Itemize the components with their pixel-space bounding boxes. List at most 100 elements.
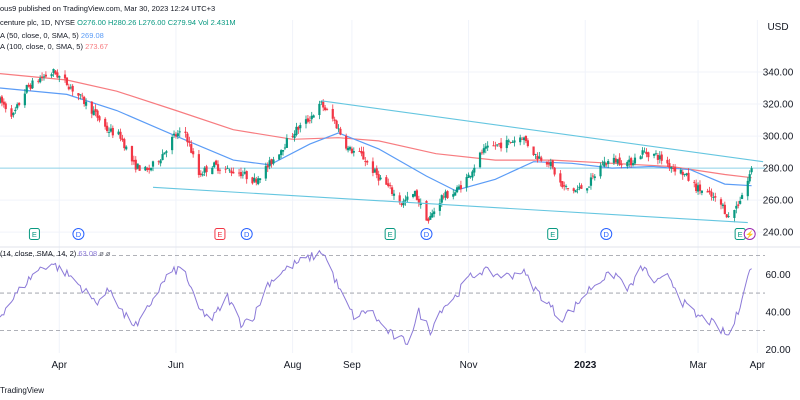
candle[interactable] xyxy=(547,160,550,168)
candle[interactable] xyxy=(427,217,430,224)
candle[interactable] xyxy=(241,170,244,179)
candle[interactable] xyxy=(172,130,176,138)
candle[interactable] xyxy=(293,130,296,142)
candle[interactable] xyxy=(601,160,604,166)
candle[interactable] xyxy=(190,140,193,154)
candle[interactable] xyxy=(228,168,231,173)
candle[interactable] xyxy=(685,172,688,177)
candle[interactable] xyxy=(599,162,602,179)
candle[interactable] xyxy=(27,82,30,88)
candle[interactable] xyxy=(280,149,283,159)
candle[interactable] xyxy=(291,133,294,139)
candle[interactable] xyxy=(203,166,206,176)
rsi-line[interactable] xyxy=(0,249,752,345)
candle[interactable] xyxy=(561,181,564,189)
candle[interactable] xyxy=(645,148,648,158)
candle[interactable] xyxy=(433,207,436,218)
candle[interactable] xyxy=(77,93,80,101)
candle[interactable] xyxy=(498,143,501,147)
candle[interactable] xyxy=(511,140,514,143)
candle[interactable] xyxy=(138,164,141,171)
candle[interactable] xyxy=(480,149,484,155)
candle[interactable] xyxy=(283,143,287,151)
candle[interactable] xyxy=(438,198,441,216)
candle[interactable] xyxy=(714,192,717,202)
candle[interactable] xyxy=(199,170,202,178)
candle[interactable] xyxy=(654,150,658,156)
event-marker-dividend[interactable]: D xyxy=(600,228,613,240)
channel-lower-line[interactable] xyxy=(152,186,748,224)
candle[interactable] xyxy=(706,188,709,193)
candle[interactable] xyxy=(377,170,380,186)
candle[interactable] xyxy=(505,135,508,153)
candle[interactable] xyxy=(151,160,155,172)
candle[interactable] xyxy=(96,109,99,122)
candle[interactable] xyxy=(674,164,677,176)
candle[interactable] xyxy=(392,189,396,200)
candle[interactable] xyxy=(534,153,537,160)
candle[interactable] xyxy=(255,176,258,186)
candle[interactable] xyxy=(98,115,101,123)
candle[interactable] xyxy=(297,125,300,134)
candle[interactable] xyxy=(507,138,510,146)
candle[interactable] xyxy=(40,72,44,81)
candle[interactable] xyxy=(23,89,26,108)
candle[interactable] xyxy=(67,83,70,91)
candle[interactable] xyxy=(478,151,482,169)
candle[interactable] xyxy=(519,134,522,146)
candle[interactable] xyxy=(306,114,310,124)
candle[interactable] xyxy=(63,70,67,83)
candle[interactable] xyxy=(253,173,256,183)
candle[interactable] xyxy=(308,116,311,124)
candle[interactable] xyxy=(362,146,365,160)
candle[interactable] xyxy=(469,175,472,179)
candle[interactable] xyxy=(4,101,7,113)
candle[interactable] xyxy=(444,189,447,201)
candle[interactable] xyxy=(733,209,736,223)
candle[interactable] xyxy=(224,165,227,174)
channel-upper-line[interactable] xyxy=(321,100,764,163)
candle[interactable] xyxy=(69,84,72,90)
event-marker-earnings-miss[interactable]: E xyxy=(214,228,226,240)
candle[interactable] xyxy=(589,173,593,190)
candle[interactable] xyxy=(666,156,669,167)
candle[interactable] xyxy=(144,165,147,172)
candle[interactable] xyxy=(455,185,459,194)
candle[interactable] xyxy=(708,186,711,195)
event-marker-dividend[interactable]: D xyxy=(240,228,253,240)
candle[interactable] xyxy=(553,167,556,177)
candle[interactable] xyxy=(429,212,432,220)
candle[interactable] xyxy=(482,144,485,155)
event-marker-earnings[interactable]: E xyxy=(28,228,40,240)
candle[interactable] xyxy=(125,145,128,151)
event-marker-dividend[interactable]: D xyxy=(72,228,85,240)
candle[interactable] xyxy=(130,145,134,166)
candle[interactable] xyxy=(431,209,434,218)
candle[interactable] xyxy=(486,141,489,151)
candle[interactable] xyxy=(216,160,220,174)
candle[interactable] xyxy=(379,174,382,181)
ma100-legend[interactable]: A (100, close, 0, SMA, 5) 273.67 xyxy=(0,42,108,51)
candle[interactable] xyxy=(107,127,111,137)
candle[interactable] xyxy=(668,158,671,172)
candle[interactable] xyxy=(750,166,753,175)
candle[interactable] xyxy=(603,156,606,168)
tradingview-brand[interactable]: TradingView xyxy=(0,386,44,395)
candle[interactable] xyxy=(352,147,355,157)
candle[interactable] xyxy=(616,158,619,167)
candle[interactable] xyxy=(192,148,195,158)
candle[interactable] xyxy=(457,184,461,190)
candle[interactable] xyxy=(746,177,749,201)
candle[interactable] xyxy=(232,167,235,174)
candle[interactable] xyxy=(739,196,742,205)
candle[interactable] xyxy=(385,175,388,185)
candle[interactable] xyxy=(390,185,394,197)
candle[interactable] xyxy=(104,117,107,130)
candle[interactable] xyxy=(259,177,262,184)
candle[interactable] xyxy=(278,154,281,160)
candle[interactable] xyxy=(331,104,334,122)
candle[interactable] xyxy=(735,201,738,214)
candle[interactable] xyxy=(473,164,476,177)
candle[interactable] xyxy=(387,178,390,188)
candle[interactable] xyxy=(337,124,340,133)
